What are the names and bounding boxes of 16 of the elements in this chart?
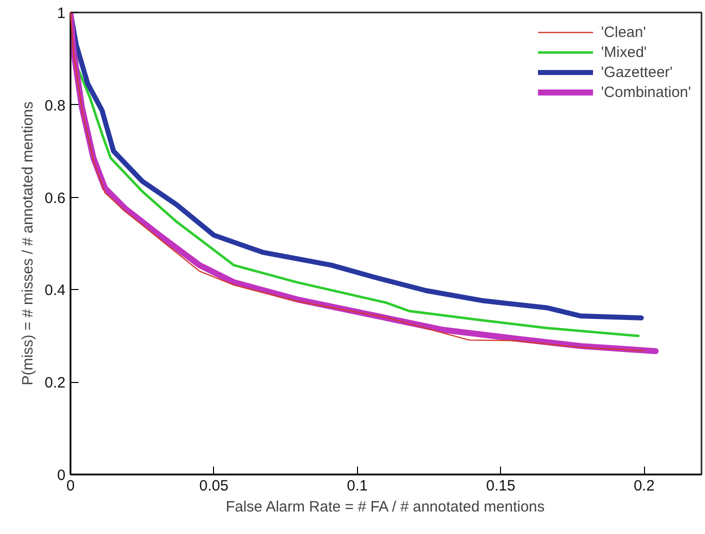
x-tick-label: 0.05 (199, 478, 229, 494)
y-tick-label: 1 (57, 5, 66, 22)
y-tick-label: 0.8 (44, 97, 66, 114)
legend-label: 'Mixed' (601, 44, 647, 60)
x-axis-title: False Alarm Rate = # FA / # annotated mentions (226, 498, 545, 516)
legend-label: 'Gazetteer' (601, 64, 673, 80)
legend-label: 'Combination' (601, 84, 691, 100)
y-tick-label: 0 (57, 467, 66, 484)
x-tick-label: 0.15 (486, 478, 516, 494)
legend-label: 'Clean' (601, 24, 646, 40)
y-tick-label: 0.2 (44, 374, 66, 392)
x-tick-label: 0.1 (346, 478, 368, 494)
x-tick-label: 0.2 (634, 478, 655, 494)
y-axis-title: P(miss) = # misses / # annotated mentions (20, 102, 37, 386)
y-tick-label: 0.4 (44, 282, 66, 300)
y-tick-label: 0.6 (44, 190, 66, 207)
